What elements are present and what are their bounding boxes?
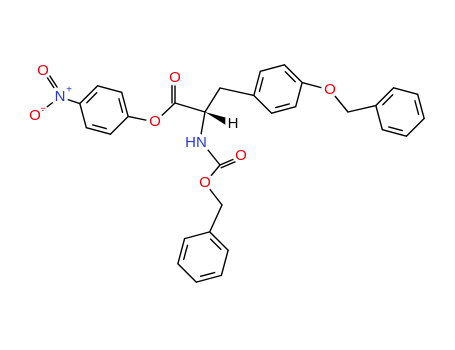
ring-bond (209, 231, 229, 251)
bond (199, 139, 221, 166)
aromatic-bond (275, 103, 290, 109)
double-bond (220, 158, 243, 169)
atom-label: O (199, 174, 211, 191)
ring-bond (381, 128, 408, 137)
aromatic-bond (86, 92, 98, 104)
atom-labels: O N + O − O O H HN O O O (26, 58, 340, 194)
bond (204, 164, 221, 184)
ring-bond (177, 237, 186, 265)
charge-label: − (40, 104, 46, 115)
bond (42, 70, 61, 98)
double-bond (44, 68, 64, 97)
ring-bond (120, 91, 129, 118)
ring-bond (220, 249, 229, 277)
ring-bond (375, 104, 384, 131)
ring-bond (259, 64, 286, 73)
aromatic-bond (92, 124, 107, 130)
bond (204, 87, 221, 113)
ring-bond (294, 81, 303, 108)
ring-bond (177, 263, 197, 283)
atom-label: N (55, 88, 66, 105)
ring-bond (109, 115, 129, 135)
bond (34, 96, 61, 117)
ring-bond (96, 85, 123, 94)
atom-label: O (149, 113, 161, 130)
aromatic-bond (118, 98, 124, 113)
bond (127, 115, 156, 123)
bond (204, 182, 223, 206)
atom-label: O (29, 107, 41, 124)
atom-label: O (235, 147, 247, 164)
atom-label: O (169, 69, 181, 86)
bond (199, 111, 206, 141)
charge-label: + (66, 85, 72, 96)
aromatic-bond (388, 126, 403, 132)
bond (209, 204, 223, 233)
bond (347, 104, 377, 113)
ring-bond (79, 102, 88, 129)
bond (174, 102, 206, 113)
atom-label: H (228, 115, 239, 132)
ring-bond (79, 85, 99, 105)
aromatic-bond (382, 94, 394, 106)
ring-bond (85, 126, 112, 135)
bond (329, 89, 349, 113)
ring-bond (195, 274, 223, 283)
bond (219, 87, 255, 97)
ring-bond (392, 87, 419, 96)
atom-label: O (37, 62, 49, 79)
bond (301, 81, 331, 91)
ring-bond (375, 87, 395, 107)
ring-bond (253, 94, 273, 114)
atom-label: HN (185, 134, 207, 151)
wedge-bond (205, 112, 231, 127)
bond (154, 102, 176, 123)
aromatic-bond (199, 271, 216, 277)
ring-bond (416, 93, 425, 120)
aromatic-bond (284, 71, 296, 83)
ring-bond (183, 231, 211, 240)
ring-bond (283, 64, 303, 84)
aromatic-bond (258, 77, 264, 92)
aromatic-bond (209, 238, 222, 251)
ring-bond (405, 117, 425, 137)
ring-bond (253, 70, 262, 97)
atom-label: O (324, 81, 336, 98)
bond (59, 96, 81, 105)
aromatic-bond (414, 100, 420, 115)
ring-bond (270, 105, 297, 114)
bond (219, 155, 242, 166)
bonds (34, 64, 425, 283)
aromatic-bond (183, 244, 189, 261)
